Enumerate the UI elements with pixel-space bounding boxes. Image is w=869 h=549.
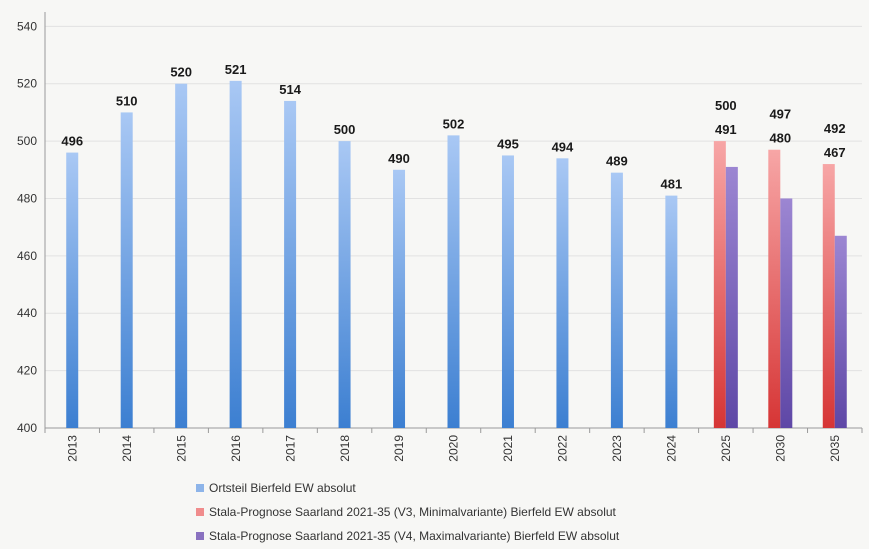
- data-label: 520: [170, 65, 192, 80]
- bar: [834, 235, 847, 428]
- data-label: 492: [824, 121, 846, 136]
- x-tick-label: 2035: [828, 435, 842, 462]
- x-tick-label: 2025: [719, 435, 733, 462]
- data-label: 500: [715, 98, 737, 113]
- y-tick-label: 480: [17, 191, 37, 205]
- bar: [66, 152, 79, 428]
- legend-swatch-red: [196, 508, 204, 516]
- bar: [780, 198, 793, 428]
- x-tick-label: 2017: [283, 435, 297, 462]
- data-label: 467: [824, 145, 846, 160]
- bar: [393, 169, 406, 429]
- y-tick-label: 500: [17, 134, 37, 148]
- x-tick-label: 2021: [501, 435, 515, 462]
- bar: [175, 83, 188, 429]
- legend-label: Stala-Prognose Saarland 2021-35 (V4, Max…: [209, 529, 620, 543]
- bar: [713, 141, 726, 428]
- data-label: 510: [116, 93, 138, 108]
- bar: [447, 135, 460, 428]
- data-label: 489: [606, 154, 628, 169]
- bar: [120, 112, 133, 429]
- data-label: 480: [769, 131, 791, 146]
- data-label: 497: [769, 107, 791, 122]
- x-tick-label: 2013: [65, 435, 79, 462]
- data-label: 490: [388, 151, 410, 166]
- bar: [768, 149, 781, 429]
- legend-swatch-purple: [196, 532, 204, 540]
- legend: Ortsteil Bierfeld EW absolut Stala-Progn…: [196, 476, 619, 548]
- data-labels: 496 510 520 521 514 500 490 502 495 494 489 481 500 4…: [61, 62, 845, 192]
- x-tick-label: 2018: [338, 435, 352, 462]
- y-tick-label: 540: [17, 19, 37, 33]
- bar: [284, 100, 297, 428]
- legend-label: Ortsteil Bierfeld EW absolut: [209, 481, 356, 495]
- bar: [556, 158, 569, 428]
- bar: [822, 164, 835, 428]
- x-tick-label: 2019: [392, 435, 406, 462]
- bar: [229, 80, 242, 429]
- data-label: 514: [279, 82, 301, 97]
- legend-item-maximalvariante: Stala-Prognose Saarland 2021-35 (V4, Max…: [196, 524, 619, 548]
- bar: [338, 141, 351, 428]
- legend-item-ortsteil: Ortsteil Bierfeld EW absolut: [196, 476, 619, 500]
- y-tick-label: 520: [17, 77, 37, 91]
- legend-swatch-blue: [196, 484, 204, 492]
- data-label: 481: [661, 177, 683, 192]
- x-tick-label: 2024: [665, 435, 679, 462]
- y-tick-label: 400: [17, 421, 37, 435]
- data-label: 494: [552, 139, 574, 154]
- x-tick-label: 2023: [610, 435, 624, 462]
- x-tick-label: 2016: [229, 435, 243, 462]
- x-tick-label: 2020: [447, 435, 461, 462]
- data-label: 496: [61, 134, 83, 149]
- y-tick-label: 420: [17, 364, 37, 378]
- x-tick-label: 2022: [556, 435, 570, 462]
- data-label: 495: [497, 136, 519, 151]
- x-tick-label: 2030: [774, 435, 788, 462]
- bar: [610, 172, 623, 428]
- legend-label: Stala-Prognose Saarland 2021-35 (V3, Min…: [209, 505, 616, 519]
- bars: [66, 80, 847, 429]
- y-tick-label: 460: [17, 249, 37, 263]
- bar: [665, 195, 678, 428]
- bar: [725, 166, 738, 428]
- data-label: 521: [225, 62, 247, 77]
- data-label: 500: [334, 122, 356, 137]
- x-tick-label: 2015: [174, 435, 188, 462]
- data-label: 502: [443, 116, 465, 131]
- x-tick-label: 2014: [120, 435, 134, 462]
- legend-item-minimalvariante: Stala-Prognose Saarland 2021-35 (V3, Min…: [196, 500, 619, 524]
- data-label: 491: [715, 122, 737, 137]
- y-tick-label: 440: [17, 306, 37, 320]
- bar: [501, 155, 514, 428]
